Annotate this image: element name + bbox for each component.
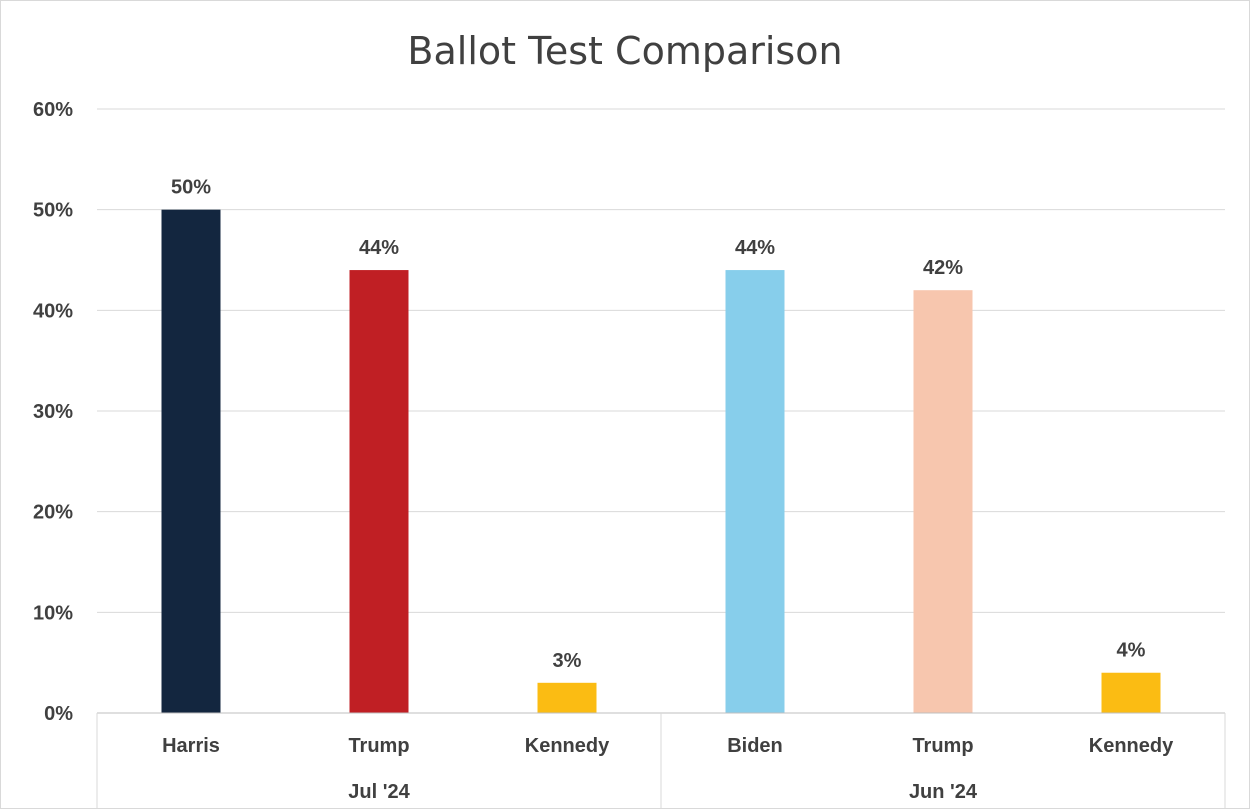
bar [537,682,597,713]
gridlines [97,108,1225,613]
chart-title: Ballot Test Comparison [407,29,843,73]
data-label: 3% [553,650,582,672]
category-label: Kennedy [1089,735,1174,757]
data-label: 44% [359,237,399,259]
data-label: 44% [735,237,775,259]
category-label: Harris [162,735,220,757]
y-tick-label: 10% [33,602,73,624]
bar [1101,672,1161,713]
y-tick-label: 20% [33,502,73,524]
y-tick-label: 0% [44,703,73,725]
data-label: 42% [923,257,963,279]
data-label: 4% [1117,640,1146,662]
bar [161,209,221,713]
group-label: Jul '24 [348,781,410,803]
axes [96,712,1226,808]
labels: 0% 10% 20% 30% 40% 50% 60% 50% Harris 44% Trump 3% K… [33,99,1174,803]
category-label: Biden [727,735,783,757]
y-tick-label: 30% [33,401,73,423]
y-tick-label: 40% [33,300,73,322]
y-tick-label: 50% [33,200,73,222]
y-tick-label: 60% [33,99,73,121]
category-label: Kennedy [525,735,610,757]
bar [725,270,785,713]
group-label: Jun '24 [909,781,978,803]
bar [913,290,973,713]
category-label: Trump [348,735,409,757]
bar [349,270,409,713]
data-label: 50% [171,177,211,199]
bars [161,209,1161,713]
category-label: Trump [912,735,973,757]
